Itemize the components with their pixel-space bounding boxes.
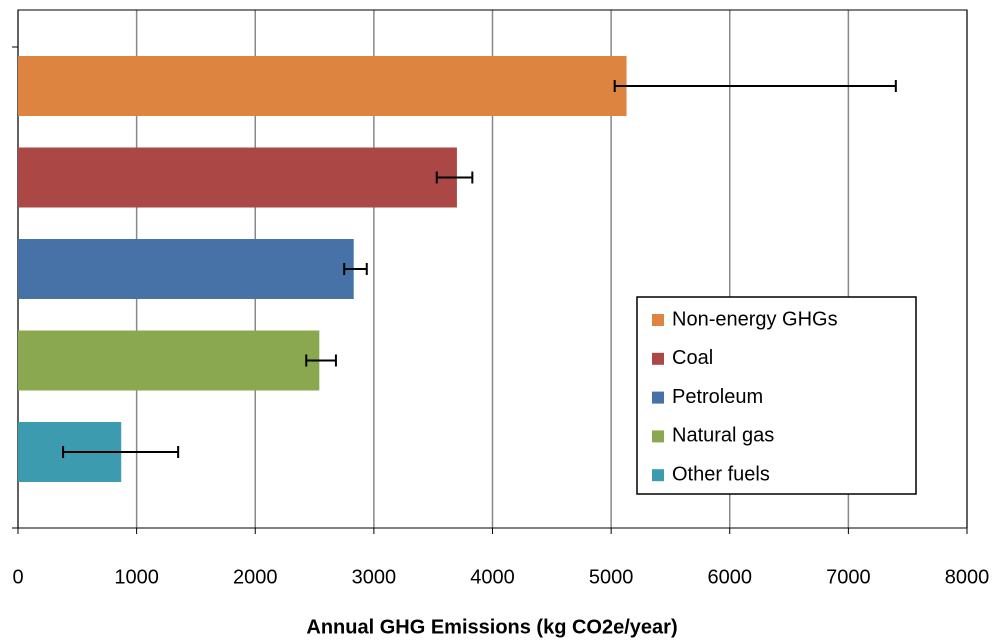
x-axis-title: Annual GHG Emissions (kg CO2e/year) [306, 616, 677, 638]
bar [18, 56, 627, 116]
x-tick-label: 7000 [826, 566, 871, 588]
bar [18, 330, 320, 391]
legend-box [636, 296, 917, 495]
bar [18, 239, 354, 299]
legend-swatch [652, 352, 664, 365]
x-tick-label: 4000 [470, 566, 515, 588]
legend-swatch [652, 430, 664, 443]
legend-swatch [652, 314, 664, 326]
bar [18, 147, 457, 208]
legend-label: Natural gas [672, 425, 774, 447]
x-tick-label: 1000 [114, 566, 159, 588]
legend-label: Other fuels [672, 463, 770, 485]
x-tick-label: 3000 [352, 566, 397, 588]
legend-label: Coal [672, 347, 713, 369]
legend-label: Non-energy GHGs [672, 308, 838, 330]
x-tick-label: 0 [12, 566, 23, 588]
x-tick-label: 8000 [945, 566, 990, 588]
x-tick-label: 5000 [589, 566, 634, 588]
x-tick-label: 2000 [233, 566, 278, 588]
legend-swatch [652, 391, 664, 404]
legend-swatch [652, 469, 664, 482]
x-tick-label: 6000 [708, 566, 753, 588]
legend-label: Petroleum [672, 386, 763, 408]
